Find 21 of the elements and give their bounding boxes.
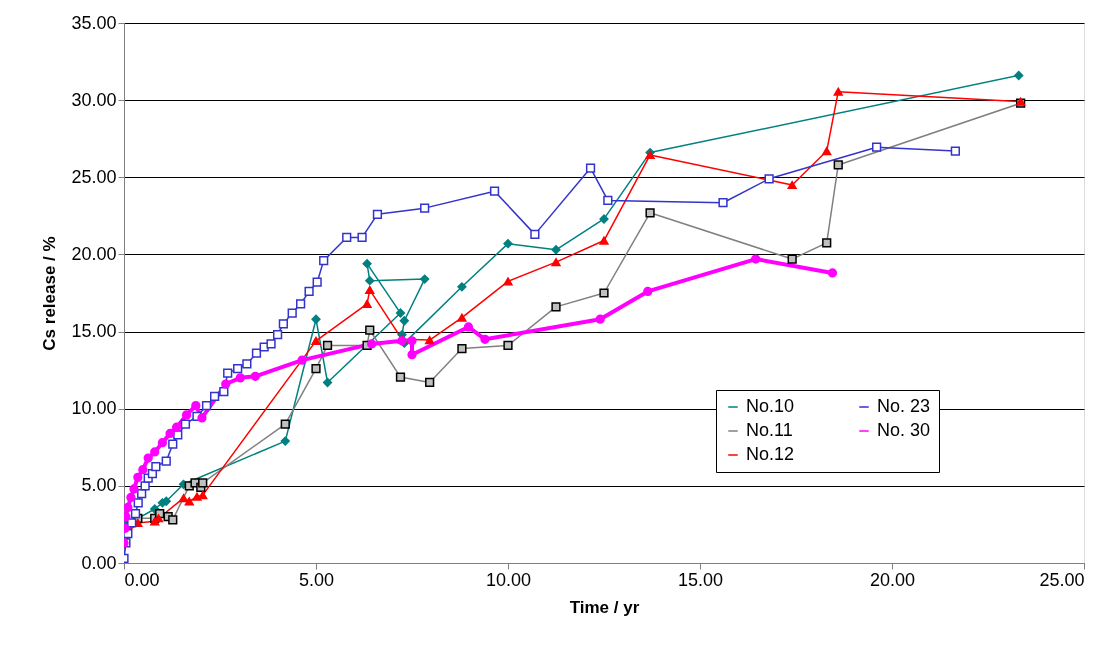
x-tick-label: 20.00 xyxy=(869,569,916,590)
legend-label: No.12 xyxy=(746,444,795,464)
y-tick-label: 35.00 xyxy=(71,12,117,33)
y-tick-label: 30.00 xyxy=(71,89,117,110)
x-tick-label: 10.00 xyxy=(485,569,532,590)
y-tick-label: 5.00 xyxy=(81,475,117,496)
x-tick-label: 25.00 xyxy=(1039,569,1085,590)
x-tick-label: 0.00 xyxy=(124,569,160,590)
y-tick-label: 20.00 xyxy=(71,243,117,264)
y-tick-label: 15.00 xyxy=(71,321,117,342)
x-axis-title: Time / yr xyxy=(569,597,640,617)
x-tick-label: 5.00 xyxy=(298,569,335,590)
legend-label: No. 23 xyxy=(877,396,931,416)
y-tick-label: 10.00 xyxy=(71,398,117,419)
x-tick-label: 15.00 xyxy=(677,569,724,590)
y-tick-label: 25.00 xyxy=(71,166,117,187)
y-tick-label: 0.00 xyxy=(81,552,117,573)
legend-label: No.11 xyxy=(746,420,793,440)
legend-label: No.10 xyxy=(746,396,795,416)
legend-label: No. 30 xyxy=(877,420,931,440)
y-axis-title: Cs release / % xyxy=(40,236,60,351)
